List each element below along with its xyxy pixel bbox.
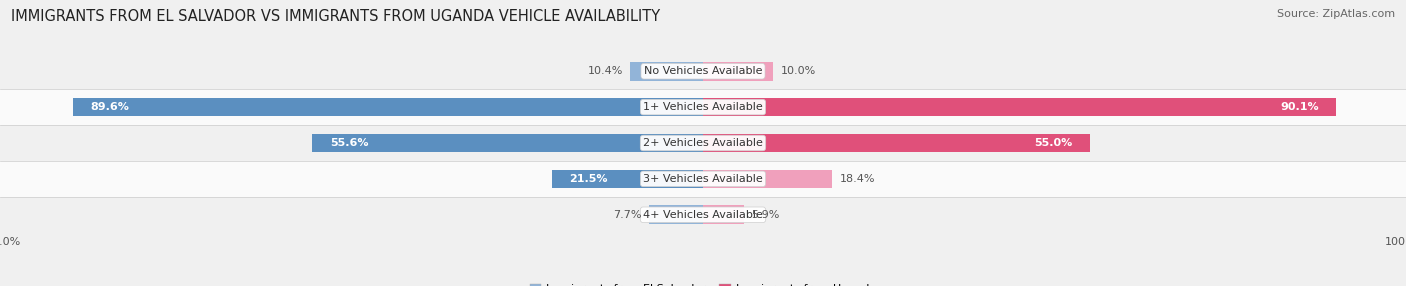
Text: 4+ Vehicles Available: 4+ Vehicles Available [643, 210, 763, 220]
Text: No Vehicles Available: No Vehicles Available [644, 66, 762, 76]
Bar [0, 53, 1406, 89]
Bar [0, 161, 1406, 197]
Bar [551, 170, 703, 188]
Bar [650, 205, 703, 224]
Text: 3+ Vehicles Available: 3+ Vehicles Available [643, 174, 763, 184]
Bar [0, 197, 1406, 233]
Bar [703, 62, 773, 81]
Bar [0, 125, 1406, 161]
Bar [703, 134, 1090, 152]
Bar [73, 98, 703, 116]
Text: Source: ZipAtlas.com: Source: ZipAtlas.com [1277, 9, 1395, 19]
Text: 18.4%: 18.4% [839, 174, 875, 184]
Text: 10.4%: 10.4% [588, 66, 623, 76]
Bar [703, 98, 1336, 116]
Text: 10.0%: 10.0% [780, 66, 815, 76]
Text: 55.0%: 55.0% [1033, 138, 1073, 148]
Text: 21.5%: 21.5% [569, 174, 607, 184]
Bar [630, 62, 703, 81]
Legend: Immigrants from El Salvador, Immigrants from Uganda: Immigrants from El Salvador, Immigrants … [526, 279, 880, 286]
Text: 1+ Vehicles Available: 1+ Vehicles Available [643, 102, 763, 112]
Text: 7.7%: 7.7% [613, 210, 643, 220]
Text: 89.6%: 89.6% [91, 102, 129, 112]
Text: IMMIGRANTS FROM EL SALVADOR VS IMMIGRANTS FROM UGANDA VEHICLE AVAILABILITY: IMMIGRANTS FROM EL SALVADOR VS IMMIGRANT… [11, 9, 661, 23]
Text: 90.1%: 90.1% [1281, 102, 1319, 112]
Bar [703, 170, 832, 188]
Text: 5.9%: 5.9% [752, 210, 780, 220]
Text: 2+ Vehicles Available: 2+ Vehicles Available [643, 138, 763, 148]
Text: 55.6%: 55.6% [329, 138, 368, 148]
Bar [703, 205, 745, 224]
Bar [312, 134, 703, 152]
Bar [0, 89, 1406, 125]
